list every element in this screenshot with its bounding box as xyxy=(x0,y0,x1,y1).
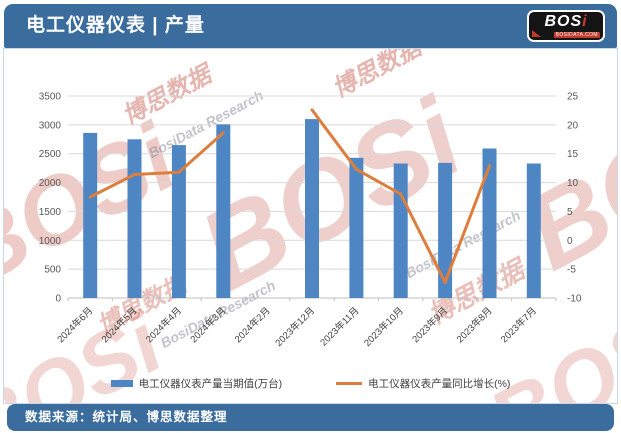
line-series xyxy=(88,131,225,199)
header-bar: 电工仪器仪表 | 产量 BOSi BOSIDATA.COM xyxy=(4,4,617,48)
x-category-label: 2023年9月 xyxy=(410,305,451,346)
left-axis-tick-label: 0 xyxy=(55,294,61,305)
right-axis-tick-label: 5 xyxy=(567,207,573,218)
left-axis-tick-label: 500 xyxy=(44,265,61,276)
bar-series-swatch xyxy=(110,380,133,387)
x-category-label: 2023年7月 xyxy=(498,305,539,346)
bar-2024年6月 xyxy=(83,132,98,298)
page-title: 电工仪器仪表 | 产量 xyxy=(26,15,205,36)
chart-svg: 0 500 1000 1500 2000 2500 3000 3500 -10 -5 0 5 10 15 2… xyxy=(39,92,582,349)
x-category-label: 2023年11月 xyxy=(318,305,362,349)
left-axis-tick-label: 2500 xyxy=(39,149,62,160)
right-axis-tick-label: 0 xyxy=(567,236,573,247)
right-axis-tick-label: 25 xyxy=(567,92,579,103)
line-series xyxy=(310,108,491,284)
x-category-label: 2023年12月 xyxy=(273,305,317,349)
left-axis-tick-label: 2000 xyxy=(39,178,62,189)
right-axis-tick-label: -5 xyxy=(567,265,576,276)
data-source-text: 数据来源：统计局、博思数据整理 xyxy=(25,410,228,424)
left-axis-tick-label: 3500 xyxy=(39,92,62,103)
right-axis-tick-label: 15 xyxy=(567,149,579,160)
bar-2024年5月 xyxy=(127,139,142,298)
right-axis-tick-label: 10 xyxy=(567,178,579,189)
line-series-label: 电工仪器仪表产量同比增长(%) xyxy=(368,378,511,390)
chart-card: BOSi BOSi BOSi BOSi BOSi 博思数据 博思数据 博思数据 博思数据 Bosi… xyxy=(3,48,618,404)
right-axis-tick-label: -10 xyxy=(567,294,582,305)
bar-2023年9月 xyxy=(438,162,453,298)
bar-2023年10月 xyxy=(393,163,408,298)
bar-series-label: 电工仪器仪表产量当期值(万台) xyxy=(138,378,283,390)
logo-flag-icon xyxy=(532,30,541,37)
x-category-label: 2024年3月 xyxy=(188,305,229,346)
x-category-label: 2024年5月 xyxy=(99,305,140,346)
left-axis-tick-label: 3000 xyxy=(39,120,62,131)
logo-domain: BOSIDATA.COM xyxy=(553,32,600,38)
x-category-label: 2023年8月 xyxy=(454,305,495,346)
chart-legend: 电工仪器仪表产量当期值(万台) 电工仪器仪表产量同比增长(%) xyxy=(4,376,617,391)
x-category-label: 2024年4月 xyxy=(143,305,184,346)
x-category-label: 2024年6月 xyxy=(55,305,96,346)
bar-2023年7月 xyxy=(526,163,541,298)
production-chart: 0 500 1000 1500 2000 2500 3000 3500 -10 -5 0 5 10 15 2… xyxy=(4,49,617,403)
bar-2024年4月 xyxy=(171,145,186,298)
bar-2023年8月 xyxy=(482,148,497,298)
legend-item-bar-series: 电工仪器仪表产量当期值(万台) xyxy=(110,376,283,391)
bar-2024年3月 xyxy=(216,124,231,298)
bosi-logo: BOSi BOSIDATA.COM xyxy=(527,10,605,42)
bar-2023年12月 xyxy=(305,119,319,298)
bar-2023年11月 xyxy=(349,157,364,298)
left-axis-tick-label: 1500 xyxy=(39,207,62,218)
legend-item-line-series: 电工仪器仪表产量同比增长(%) xyxy=(336,376,510,391)
x-category-label: 2024年2月 xyxy=(232,305,273,346)
footer-bar: 数据来源：统计局、博思数据整理 xyxy=(7,404,614,431)
x-category-label: 2023年10月 xyxy=(361,305,405,349)
logo-text: BOSi xyxy=(544,13,588,30)
line-series-swatch xyxy=(336,382,363,385)
left-axis-tick-label: 1000 xyxy=(39,236,62,247)
right-axis-tick-label: 20 xyxy=(567,120,579,131)
